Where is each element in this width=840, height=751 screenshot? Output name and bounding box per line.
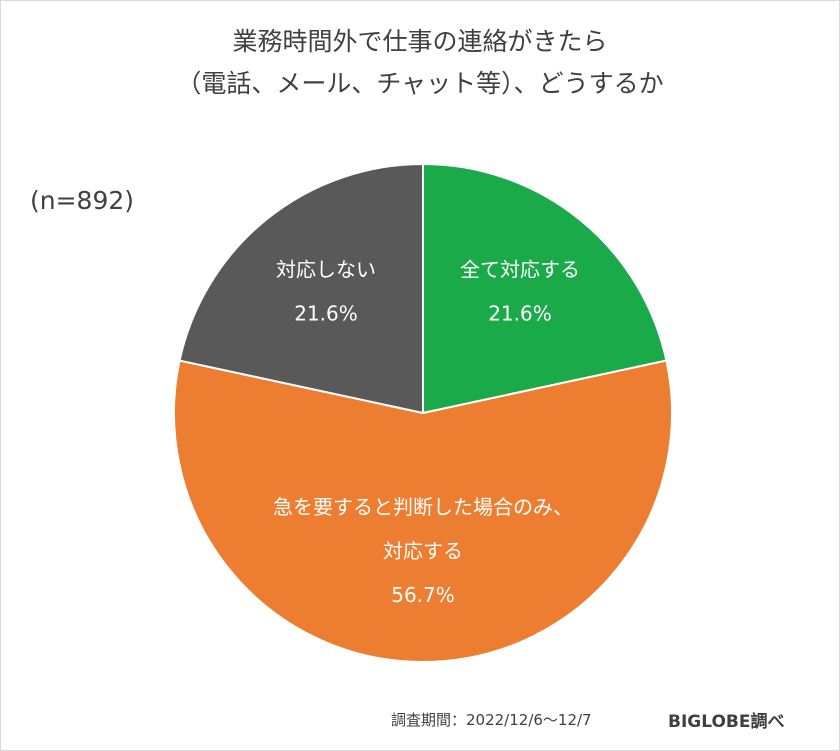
no-response-category-label: 対応しない bbox=[276, 257, 376, 281]
all-respond-value-label: 21.6% bbox=[488, 301, 552, 325]
chart-title-line-2: （電話、メール、チャット等）、どうするか bbox=[176, 69, 664, 98]
chart-title-line-1: 業務時間外で仕事の連絡がきたら bbox=[232, 27, 608, 56]
urgent-only-category-label: 対応する bbox=[383, 539, 463, 563]
pie-slice-urgent-only bbox=[173, 359, 673, 664]
all-respond-category-label: 全て対応する bbox=[460, 257, 580, 281]
pie-slice-no-response bbox=[178, 162, 424, 415]
sample-size-label: (n=892) bbox=[30, 186, 135, 215]
no-response-value-label: 21.6% bbox=[294, 301, 358, 325]
urgent-only-value-label: 56.7% bbox=[391, 583, 455, 607]
source-credit: BIGLOBE調べ bbox=[668, 712, 785, 732]
survey-period: 調査期間：2022/12/6～12/7 bbox=[391, 711, 592, 729]
pie-slice-all-respond bbox=[422, 162, 668, 415]
urgent-only-category-label: 急を要すると判断した場合のみ、 bbox=[273, 495, 573, 519]
